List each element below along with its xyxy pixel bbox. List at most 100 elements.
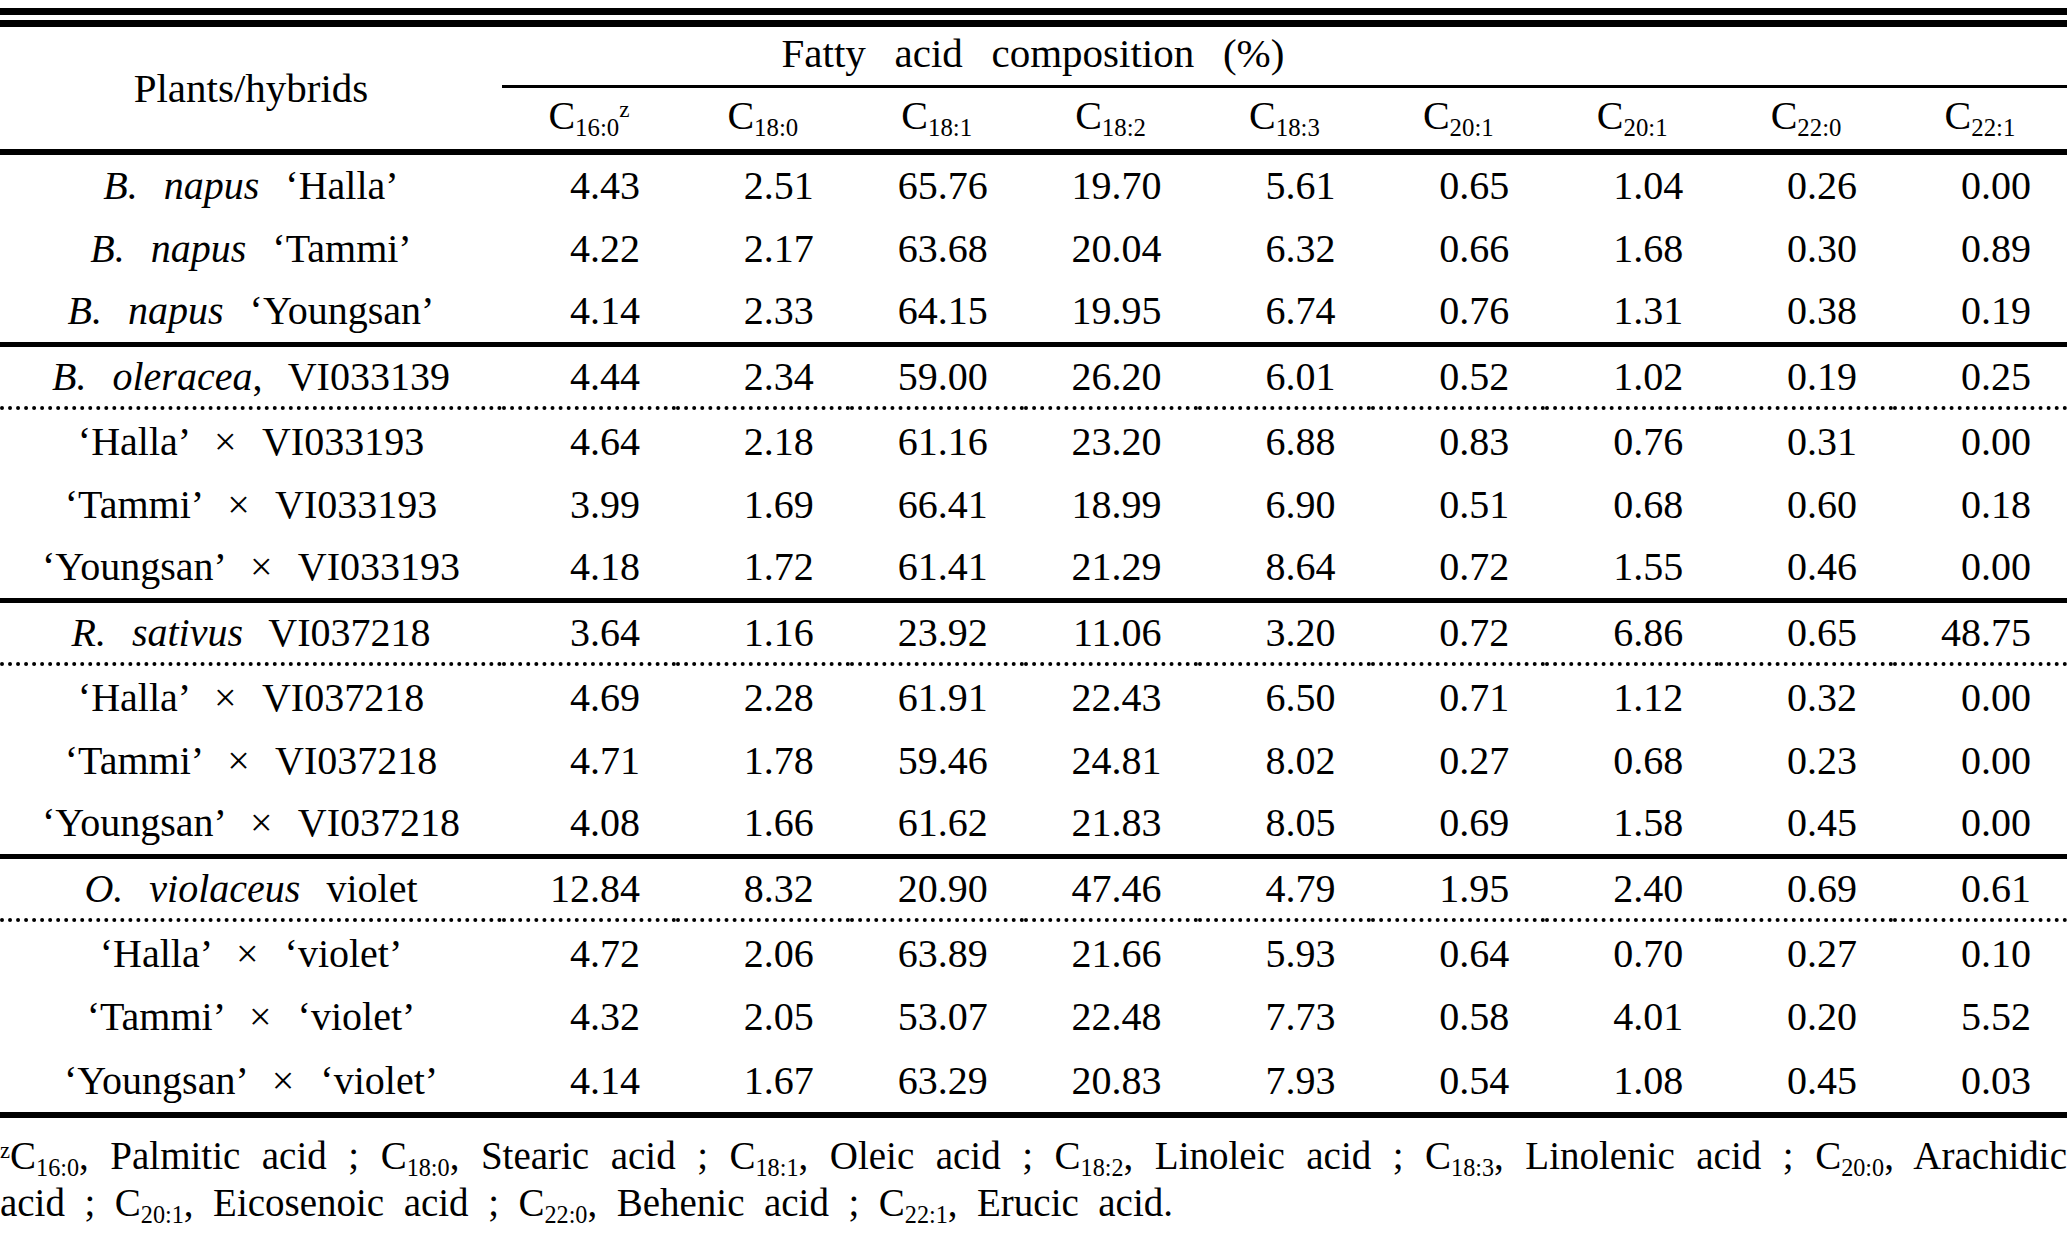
value: 8.05 (1233, 799, 1335, 846)
row-label: B. napus ‘Youngsan’ (0, 280, 502, 344)
value: 0.10 (1929, 930, 2031, 977)
row-label-segment: ‘Youngsan’ × VI033193 (42, 544, 460, 589)
row-label: ‘Youngsan’ × VI033193 (0, 536, 502, 600)
row-label-segment: B. oleracea (52, 354, 252, 399)
value: 47.46 (1060, 865, 1162, 912)
value: 1.55 (1581, 543, 1683, 590)
value-cell: 22.43 (1024, 664, 1198, 728)
value-cell: 1.68 (1545, 216, 1719, 280)
value: 8.32 (712, 865, 814, 912)
value-cell: 4.22 (502, 216, 676, 280)
value: 2.40 (1581, 865, 1683, 912)
value: 19.70 (1060, 162, 1162, 209)
row-label: ‘Tammi’ × VI033193 (0, 472, 502, 536)
value: 0.32 (1755, 674, 1857, 721)
value-cell: 0.72 (1371, 600, 1545, 664)
row-label: B. oleracea, VI033139 (0, 344, 502, 408)
value: 63.68 (886, 225, 988, 272)
row-label: B. napus ‘Tammi’ (0, 216, 502, 280)
value: 1.58 (1581, 799, 1683, 846)
value: 4.69 (538, 674, 640, 721)
value: 59.46 (886, 737, 988, 784)
column-header: C20:1 (1371, 87, 1545, 153)
value: 4.44 (538, 353, 640, 400)
value-cell: 4.79 (1198, 856, 1372, 920)
value: 0.83 (1407, 418, 1509, 465)
value-cell: 0.23 (1719, 728, 1893, 792)
row-label-segment: ‘Youngsan’ × ‘violet’ (64, 1058, 438, 1103)
value-cell: 2.34 (676, 344, 850, 408)
row-label-segment: violet (300, 866, 417, 911)
value-cell: 6.88 (1198, 408, 1372, 472)
value-cell: 1.67 (676, 1048, 850, 1112)
row-label: ‘Youngsan’ × VI037218 (0, 792, 502, 856)
value: 0.19 (1755, 353, 1857, 400)
table-row: B. oleracea, VI0331394.442.3459.0026.206… (0, 344, 2067, 408)
value-cell: 0.61 (1893, 856, 2067, 920)
value-cell: 0.10 (1893, 920, 2067, 984)
top-double-rule (0, 8, 2067, 27)
value-cell: 5.61 (1198, 152, 1372, 216)
value: 1.69 (712, 481, 814, 528)
row-label-segment: ‘Youngsan’ × VI037218 (42, 800, 460, 845)
value: 1.78 (712, 737, 814, 784)
value: 0.20 (1755, 993, 1857, 1040)
row-label-segment: B. napus (90, 226, 246, 271)
value: 0.72 (1407, 609, 1509, 656)
value-cell: 0.65 (1719, 600, 1893, 664)
value: 4.14 (538, 287, 640, 334)
value-cell: 0.65 (1371, 152, 1545, 216)
value-cell: 0.68 (1545, 472, 1719, 536)
row-label: O. violaceus violet (0, 856, 502, 920)
value: 4.14 (538, 1057, 640, 1104)
table-row: R. sativus VI0372183.641.1623.9211.063.2… (0, 600, 2067, 664)
value: 21.29 (1060, 543, 1162, 590)
value-cell: 8.64 (1198, 536, 1372, 600)
value: 0.89 (1929, 225, 2031, 272)
value: 2.51 (712, 162, 814, 209)
value: 1.04 (1581, 162, 1683, 209)
value-cell: 0.00 (1893, 792, 2067, 856)
value-cell: 2.18 (676, 408, 850, 472)
value-cell: 0.00 (1893, 152, 2067, 216)
value-cell: 1.66 (676, 792, 850, 856)
value: 1.95 (1407, 865, 1509, 912)
value-cell: 0.89 (1893, 216, 2067, 280)
value-cell: 1.02 (1545, 344, 1719, 408)
value: 4.32 (538, 993, 640, 1040)
value-cell: 0.03 (1893, 1048, 2067, 1112)
column-header: C18:1 (850, 87, 1024, 153)
value: 18.99 (1060, 481, 1162, 528)
value-cell: 47.46 (1024, 856, 1198, 920)
value: 4.22 (538, 225, 640, 272)
row-label-segment: ‘Tammi’ × ‘violet’ (87, 994, 416, 1039)
row-label: ‘Tammi’ × ‘violet’ (0, 984, 502, 1048)
value-cell: 23.92 (850, 600, 1024, 664)
value: 0.38 (1755, 287, 1857, 334)
value: 20.04 (1060, 225, 1162, 272)
value: 0.00 (1929, 543, 2031, 590)
value: 0.76 (1581, 418, 1683, 465)
value-cell: 7.93 (1198, 1048, 1372, 1112)
value: 0.31 (1755, 418, 1857, 465)
bottom-rule (0, 1112, 2067, 1118)
value: 1.67 (712, 1057, 814, 1104)
value-cell: 26.20 (1024, 344, 1198, 408)
value: 6.50 (1233, 674, 1335, 721)
value-cell: 0.27 (1371, 728, 1545, 792)
row-label-segment: ‘Youngsan’ (224, 288, 435, 333)
value: 23.92 (886, 609, 988, 656)
value-cell: 0.52 (1371, 344, 1545, 408)
value: 0.54 (1407, 1057, 1509, 1104)
row-label: ‘Halla’ × VI037218 (0, 664, 502, 728)
row-label-segment: ‘Halla’ × VI037218 (78, 675, 424, 720)
value-cell: 0.68 (1545, 728, 1719, 792)
table-row: ‘Tammi’ × VI0331933.991.6966.4118.996.90… (0, 472, 2067, 536)
value: 65.76 (886, 162, 988, 209)
value-cell: 59.00 (850, 344, 1024, 408)
value-cell: 1.55 (1545, 536, 1719, 600)
value-cell: 3.20 (1198, 600, 1372, 664)
value-cell: 0.19 (1719, 344, 1893, 408)
value-cell: 1.08 (1545, 1048, 1719, 1112)
value-cell: 20.04 (1024, 216, 1198, 280)
